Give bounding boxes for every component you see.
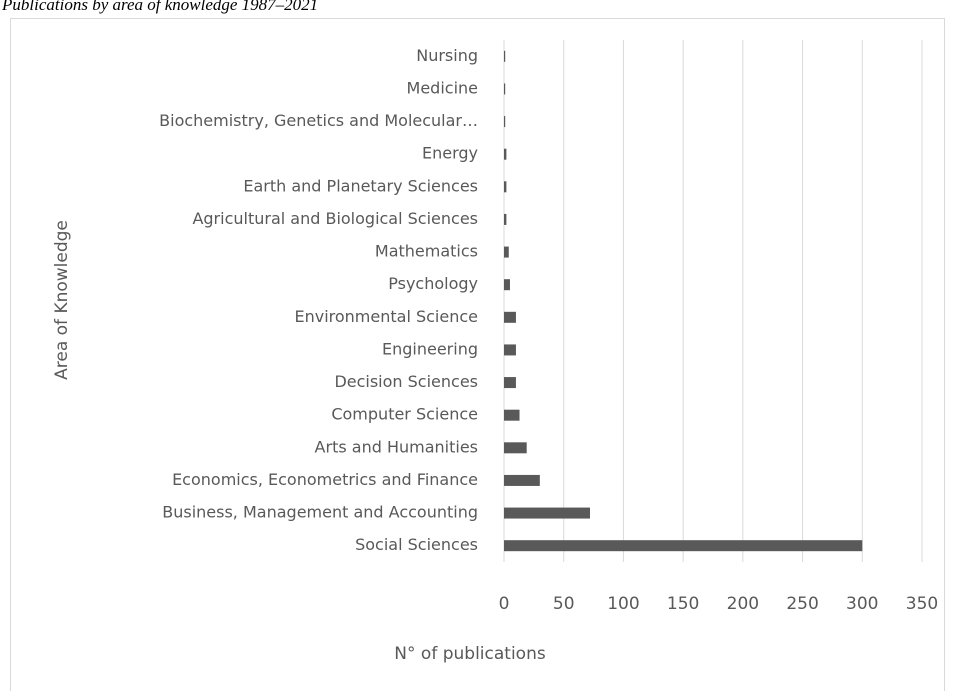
x-tick-label: 300 — [846, 594, 878, 614]
bar — [504, 540, 863, 552]
y-axis-label: Area of Knowledge — [52, 220, 72, 380]
y-tick-label: Psychology — [388, 274, 478, 293]
y-tick-label: Earth and Planetary Sciences — [243, 176, 478, 195]
y-tick-label: Business, Management and Accounting — [162, 503, 478, 522]
bar — [504, 409, 520, 421]
y-tick-label: Arts and Humanities — [315, 437, 478, 456]
bar — [504, 213, 507, 225]
x-tick-label: 350 — [906, 594, 938, 614]
y-tick-label: Energy — [422, 144, 478, 163]
bar — [504, 116, 506, 128]
x-tick-label: 200 — [727, 594, 759, 614]
x-tick-label: 0 — [499, 594, 510, 614]
bar — [504, 311, 516, 323]
bar — [504, 246, 509, 258]
bar — [504, 181, 507, 193]
y-tick-label: Agricultural and Biological Sciences — [192, 209, 478, 228]
x-tick-label: 250 — [786, 594, 818, 614]
bar — [504, 377, 516, 389]
x-tick-label: 100 — [607, 594, 639, 614]
y-tick-label: Mathematics — [375, 242, 478, 261]
bar — [504, 83, 506, 95]
chart-title: Publications by area of knowledge 1987–2… — [1, 0, 318, 14]
y-tick-label: Medicine — [407, 78, 478, 97]
y-tick-label: Social Sciences — [355, 535, 478, 554]
bar — [504, 507, 590, 519]
x-tick-label: 150 — [667, 594, 699, 614]
x-tick-label: 50 — [553, 594, 575, 614]
y-tick-label: Biochemistry, Genetics and Molecular… — [159, 111, 478, 130]
x-axis-label: N° of publications — [394, 644, 546, 664]
bar — [504, 474, 540, 486]
chart-frame — [10, 18, 945, 691]
y-tick-label: Environmental Science — [294, 307, 478, 326]
y-tick-label: Engineering — [382, 339, 478, 358]
y-tick-label: Nursing — [416, 46, 478, 65]
y-tick-label: Decision Sciences — [334, 372, 478, 391]
bar — [504, 50, 506, 62]
bar — [504, 442, 527, 454]
y-tick-label: Computer Science — [331, 405, 478, 424]
y-tick-label: Economics, Econometrics and Finance — [172, 470, 478, 489]
bar — [504, 148, 507, 160]
bar — [504, 279, 510, 291]
bar — [504, 344, 516, 356]
